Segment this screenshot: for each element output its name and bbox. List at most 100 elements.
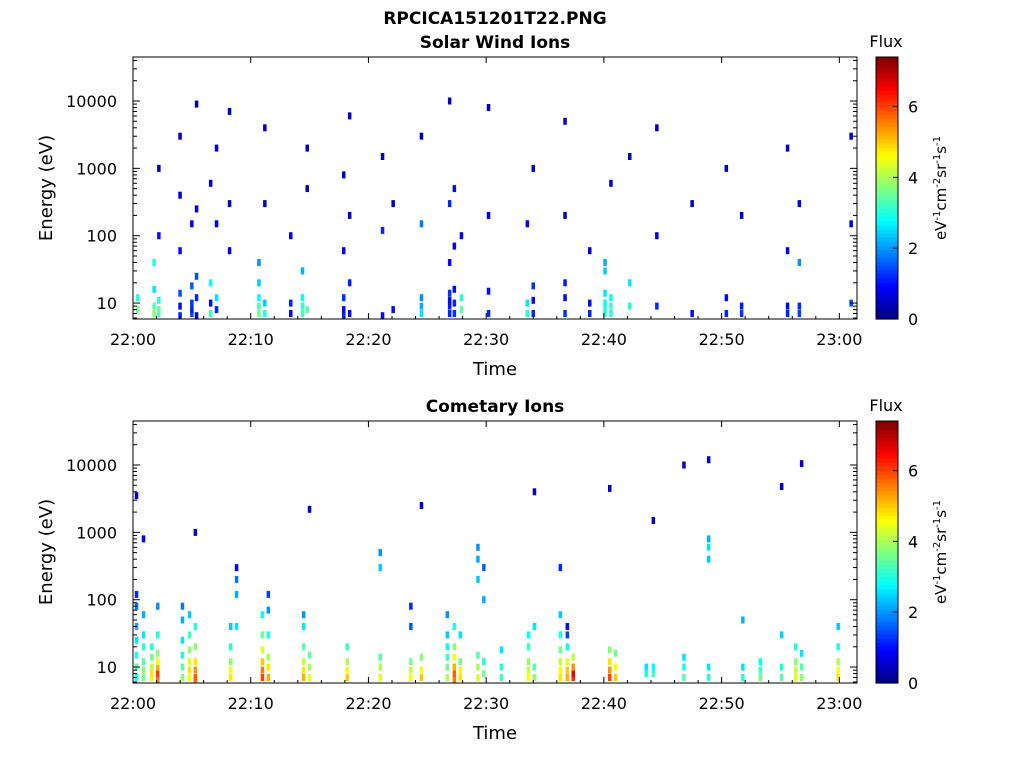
flux-cell-31-2 bbox=[651, 517, 656, 524]
flux-cell-12-2 bbox=[307, 651, 312, 659]
flux-cell-8-3 bbox=[234, 564, 239, 572]
flux-cell-14-2 bbox=[378, 653, 382, 661]
flux-cell-8-0 bbox=[227, 247, 232, 255]
flux-cell-3-3 bbox=[178, 247, 182, 255]
x-tick-label-4: 22:40 bbox=[581, 330, 627, 349]
flux-cell-8-1 bbox=[227, 200, 232, 208]
cometary-x-axis-label: Time bbox=[472, 723, 517, 744]
flux-cell-8-2 bbox=[234, 575, 239, 583]
colorbar-tick-label-0: 0 bbox=[908, 674, 918, 693]
flux-cell-22-0 bbox=[486, 310, 491, 317]
flux-cell-17-1 bbox=[391, 200, 395, 208]
y-tick-label-2: 1000 bbox=[76, 159, 117, 178]
flux-cell-35-1 bbox=[797, 302, 802, 310]
colorbar-segment-49 bbox=[876, 478, 898, 483]
flux-cell-3-0 bbox=[156, 676, 160, 684]
colorbar-segment-10 bbox=[876, 637, 898, 643]
x-tick-label-3: 22:30 bbox=[463, 330, 509, 349]
flux-cell-7-2 bbox=[229, 658, 233, 666]
colorbar-segment-1 bbox=[876, 674, 898, 680]
flux-cell-2-4 bbox=[157, 164, 161, 172]
flux-cell-7-2 bbox=[214, 220, 219, 228]
flux-cell-14-1 bbox=[342, 306, 346, 314]
flux-cell-13-2 bbox=[305, 144, 309, 152]
flux-cell-19-3 bbox=[458, 631, 462, 639]
flux-cell-3-1 bbox=[156, 670, 160, 678]
flux-cell-0-2 bbox=[134, 651, 139, 659]
flux-cell-34-2 bbox=[785, 247, 790, 255]
flux-cell-25-3 bbox=[558, 646, 563, 654]
colorbar-segment-36 bbox=[876, 531, 898, 537]
flux-cell-21-0 bbox=[459, 306, 464, 314]
colorbar-segment-58 bbox=[876, 77, 898, 83]
flux-cell-12-1 bbox=[307, 663, 312, 671]
flux-cell-25-0 bbox=[563, 310, 567, 317]
flux-cell-35-2 bbox=[758, 658, 763, 666]
flux-cell-21-2 bbox=[459, 232, 464, 240]
flux-cell-36-1 bbox=[849, 220, 853, 228]
colorbar-segment-8 bbox=[876, 646, 898, 651]
colorbar-segment-14 bbox=[876, 257, 898, 263]
colorbar-segment-50 bbox=[876, 110, 898, 115]
flux-cell-10-0 bbox=[263, 310, 267, 317]
colorbar-segment-13 bbox=[876, 261, 898, 267]
flux-cell-26-0 bbox=[588, 310, 592, 317]
cometary-heatmap-cells bbox=[134, 456, 840, 684]
flux-cell-9-4 bbox=[260, 631, 265, 639]
flux-cell-12-2 bbox=[300, 294, 305, 302]
flux-cell-6-1 bbox=[208, 299, 213, 307]
flux-cell-0-1 bbox=[136, 294, 140, 302]
flux-cell-11-0 bbox=[301, 674, 306, 681]
colorbar-segment-47 bbox=[876, 122, 898, 128]
colorbar-segment-15 bbox=[876, 253, 898, 259]
colorbar-segment-29 bbox=[876, 196, 898, 201]
colorbar-segment-14 bbox=[876, 621, 898, 627]
flux-cell-3-4 bbox=[156, 649, 160, 657]
y-tick-label-3: 10000 bbox=[66, 92, 117, 111]
colorbar-segment-48 bbox=[876, 482, 898, 488]
flux-cell-27-3 bbox=[571, 653, 575, 661]
colorbar-tick-label-1: 2 bbox=[908, 603, 918, 622]
flux-cell-19-6 bbox=[447, 97, 452, 105]
flux-cell-19-5 bbox=[447, 200, 452, 208]
flux-cell-18-3 bbox=[419, 220, 424, 228]
flux-cell-31-0 bbox=[690, 310, 694, 317]
colorbar-segment-17 bbox=[876, 609, 898, 614]
flux-cell-17-4 bbox=[445, 631, 450, 639]
flux-cell-24-0 bbox=[532, 674, 537, 681]
flux-cell-15-0 bbox=[409, 674, 413, 681]
colorbar-segment-56 bbox=[876, 85, 898, 91]
y-tick-label-1: 100 bbox=[86, 227, 117, 246]
solar-wind-colorbar: 0 2 4 6 bbox=[875, 56, 918, 329]
colorbar-segment-19 bbox=[876, 601, 898, 606]
colorbar-tick-label-0: 0 bbox=[908, 310, 918, 329]
flux-cell-3-0 bbox=[178, 312, 182, 320]
flux-cell-10-5 bbox=[266, 590, 271, 598]
flux-cell-1-4 bbox=[141, 631, 146, 639]
flux-cell-25-2 bbox=[563, 279, 567, 287]
flux-cell-2-1 bbox=[157, 306, 161, 314]
flux-cell-11-5 bbox=[301, 611, 306, 619]
flux-cell-26-2 bbox=[565, 658, 570, 666]
colorbar-segment-21 bbox=[876, 592, 898, 598]
colorbar-segment-9 bbox=[876, 278, 898, 283]
flux-cell-7-3 bbox=[214, 144, 219, 152]
flux-cell-17-1 bbox=[445, 663, 450, 671]
x-tick-label-2: 22:20 bbox=[345, 694, 391, 713]
colorbar-segment-28 bbox=[876, 564, 898, 569]
colorbar-frame bbox=[875, 420, 899, 684]
flux-cell-3-4 bbox=[178, 191, 182, 199]
colorbar-segment-39 bbox=[876, 155, 898, 160]
flux-cell-20-1 bbox=[452, 299, 457, 307]
flux-cell-20-2 bbox=[476, 651, 480, 659]
flux-cell-33-3 bbox=[706, 543, 711, 551]
colorbar-segment-57 bbox=[876, 445, 898, 451]
flux-cell-4-1 bbox=[180, 663, 185, 671]
flux-cell-6-0 bbox=[208, 310, 213, 317]
colorbar-segment-35 bbox=[876, 171, 898, 177]
colorbar-segment-43 bbox=[876, 138, 898, 144]
flux-cell-10-1 bbox=[263, 299, 267, 307]
flux-cell-3-6 bbox=[156, 602, 160, 610]
colorbar-segment-30 bbox=[876, 192, 898, 197]
colorbar-segment-32 bbox=[876, 183, 898, 189]
